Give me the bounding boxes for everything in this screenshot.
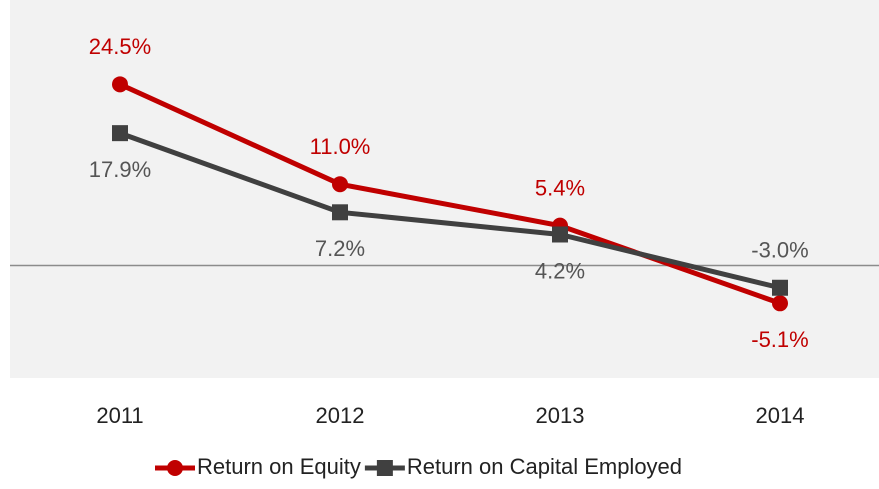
- x-tick-label: 2013: [536, 403, 585, 428]
- data-label: 5.4%: [535, 175, 585, 200]
- data-label: 17.9%: [89, 157, 151, 182]
- data-point: [332, 204, 348, 221]
- data-point: [112, 125, 128, 142]
- x-tick-label: 2012: [316, 403, 365, 428]
- data-point: [332, 176, 348, 193]
- plot-area: [10, 0, 879, 378]
- legend-marker: [376, 460, 393, 476]
- data-point: [772, 279, 788, 296]
- data-point: [772, 295, 788, 312]
- data-label: 24.5%: [89, 34, 151, 59]
- legend-marker: [167, 460, 183, 476]
- legend-label: Return on Equity: [197, 454, 361, 479]
- data-label: 7.2%: [315, 236, 365, 261]
- data-label: 11.0%: [310, 134, 371, 159]
- data-point: [112, 76, 128, 93]
- series-line: [118, 82, 781, 306]
- x-tick-label: 2011: [96, 403, 143, 428]
- series-line: [119, 130, 781, 291]
- data-label: 4.2%: [535, 258, 585, 283]
- legend-label: Return on Capital Employed: [407, 454, 682, 479]
- data-label: -3.0%: [751, 238, 808, 263]
- x-tick-label: 2014: [756, 403, 805, 428]
- data-point: [552, 226, 568, 243]
- data-label: -5.1%: [751, 327, 808, 352]
